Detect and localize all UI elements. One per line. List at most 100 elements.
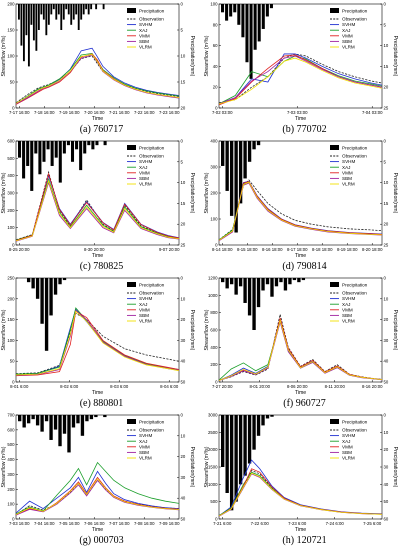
- legend-precipitation-swatch: [127, 419, 136, 424]
- precipitation-bar: [229, 141, 234, 216]
- chart-panel: 0 100 200 300 400 0 5 10 15 20 25 8-14 18:00 8-15 18…: [203, 137, 406, 274]
- x-tick-label: 7-24 6:00: [326, 521, 345, 526]
- precipitation-bar: [221, 278, 225, 283]
- y2-tick-label: 20: [181, 222, 186, 227]
- chart-panel: 0 500 1000 1500 2000 2500 3000 0 10 20 30 40 50 60 7-2…: [203, 411, 406, 548]
- y2-axis-label: Precipitation(mm): [392, 173, 398, 214]
- precipitation-bar: [42, 4, 45, 20]
- x-tick-label: 7-27 20:00: [212, 384, 233, 389]
- precipitation-bar: [50, 141, 54, 166]
- chart-panel: 0 50 100 150 200 250 0 10 20 30 40 50 8-01 6:00 8-02 …: [0, 274, 203, 411]
- legend-svhm-label: SVHM: [139, 296, 152, 301]
- precipitation-bar: [297, 278, 301, 283]
- legend-svhm-label: SVHM: [342, 159, 355, 164]
- precipitation-bar: [301, 278, 306, 281]
- precipitation-bar: [103, 415, 107, 418]
- y-tick-label: 300: [7, 472, 15, 477]
- observation-series-line: [15, 312, 180, 375]
- precipitation-bar: [44, 278, 49, 351]
- y2-tick-label: 20: [181, 317, 186, 322]
- vlrm-series-line: [218, 57, 383, 105]
- xaj-series-line: [218, 471, 383, 517]
- svhm-series-line: [218, 180, 383, 241]
- sbm-series-line: [218, 55, 383, 105]
- y-tick-label: 800: [210, 310, 218, 315]
- precipitation-bar: [256, 415, 261, 436]
- precipitation-bar: [22, 415, 26, 428]
- y-tick-label: 0: [215, 243, 218, 248]
- x-tick-label: 8-02 6:00: [60, 384, 79, 389]
- precipitation-bar: [79, 141, 83, 171]
- precipitation-bar: [234, 415, 238, 502]
- legend-xaj-label: XAJ: [139, 165, 147, 170]
- precipitation-bar: [265, 4, 269, 17]
- legend-sbm-label: SBM: [139, 176, 149, 181]
- precipitation-bar: [35, 278, 40, 299]
- y-tick-label: 50: [10, 80, 15, 85]
- legend-precipitation-label: Precipitation: [342, 146, 368, 151]
- legend-sbm-label: SBM: [139, 313, 149, 318]
- precipitation-bar: [243, 141, 247, 179]
- vlrm-series-line: [218, 318, 383, 381]
- x-tick-label: 8-06 20:00: [287, 384, 308, 389]
- precipitation-bar: [31, 278, 35, 289]
- legend-xaj-label: XAJ: [139, 439, 147, 444]
- legend-precipitation-swatch: [127, 145, 136, 150]
- y2-tick-label: 40: [384, 359, 389, 364]
- y-tick-label: 700: [7, 413, 15, 418]
- precipitation-bar: [221, 415, 225, 467]
- legend-precipitation-swatch: [330, 282, 339, 287]
- x-tick-label: 7-20 16:00: [84, 110, 105, 115]
- precipitation-bar: [49, 278, 53, 316]
- x-tick-label: 7-23 16:00: [159, 110, 180, 115]
- precipitation-bar: [75, 141, 79, 150]
- y-tick-label: 0: [12, 380, 15, 385]
- xaj-series-line: [15, 461, 180, 515]
- observation-series-line: [15, 55, 180, 104]
- precipitation-bar: [70, 141, 75, 162]
- y-axis-label: Streamflow (m³/s): [1, 446, 7, 487]
- y-tick-label: 300: [7, 191, 15, 196]
- y-tick-label: 0: [215, 106, 218, 111]
- precipitation-bar: [265, 278, 270, 285]
- precipitation-bar: [58, 278, 62, 285]
- legend-vmm-label: VMM: [342, 444, 353, 449]
- chart-svg: 0 100 200 300 400 500 600 700 0 10 20 30 40 50 7-03 16…: [1, 413, 195, 534]
- y-tick-label: 200: [7, 487, 15, 492]
- precipitation-bar: [49, 415, 53, 440]
- chart-panel: 0 200 400 600 800 1000 1200 0 10 20 30 40 50 7-27 20:…: [203, 274, 406, 411]
- y-tick-label: 400: [210, 345, 218, 350]
- y-axis-label: Streamflow (m³/s): [1, 35, 7, 76]
- y2-tick-label: 60: [384, 517, 389, 522]
- precipitation-bar: [34, 141, 38, 154]
- legend-observation-label: Observation: [342, 428, 367, 433]
- y-tick-label: 0: [12, 517, 15, 522]
- legend-vlrm-label: VLRM: [139, 182, 152, 187]
- chart-svg: 0 50 100 150 200 0 5 10 15 20 7-17 16:00 7-18 16:00…: [1, 2, 195, 123]
- x-tick-label: 9-07 20:00: [159, 247, 180, 252]
- legend-vmm-label: VMM: [139, 33, 150, 38]
- y-axis-label: Streamflow (m³/s): [204, 35, 210, 76]
- precipitation-bar: [87, 4, 90, 15]
- precipitation-bar: [95, 4, 98, 10]
- precipitation-bar: [53, 278, 58, 295]
- y-axis-label: Streamflow (m³/s): [204, 309, 210, 350]
- y-axis-label: Streamflow (m³/s): [1, 172, 7, 213]
- precipitation-bar: [22, 4, 25, 62]
- x-axis-label: Time: [295, 390, 306, 396]
- y-tick-label: 3000: [208, 413, 218, 418]
- chart-svg: 0 100 200 300 400 0 5 10 15 20 25 8-14 18:00 8-15 18…: [204, 139, 398, 260]
- precipitation-bar: [27, 4, 30, 67]
- y-tick-label: 600: [7, 427, 15, 432]
- precipitation-bar: [94, 415, 98, 418]
- precipitation-bar: [82, 4, 85, 15]
- precipitation-bar: [26, 141, 30, 166]
- y-tick-label: 40: [213, 64, 218, 69]
- precipitation-bar: [47, 4, 50, 25]
- precipitation-bar: [229, 278, 234, 285]
- svhm-series-line: [15, 47, 180, 105]
- precipitation-bar: [283, 278, 288, 291]
- legend-precipitation-swatch: [330, 419, 339, 424]
- precipitation-bar: [249, 4, 253, 79]
- vmm-series-line: [15, 476, 180, 516]
